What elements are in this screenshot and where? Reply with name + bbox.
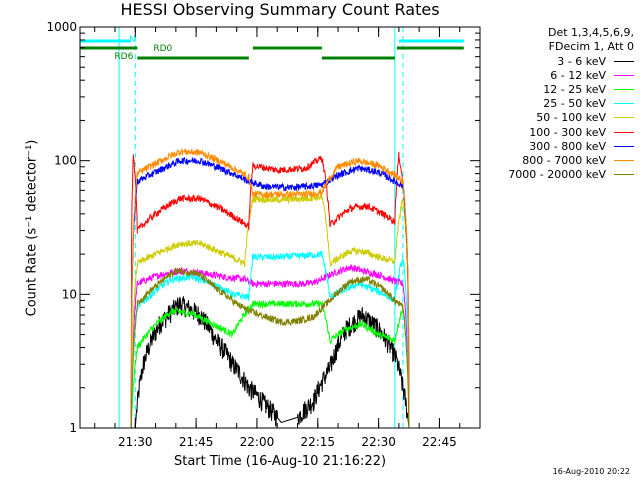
state-bar-label: RD6 xyxy=(114,52,133,62)
x-axis-label: Start Time (16-Aug-10 21:16:22) xyxy=(173,454,387,469)
x-tick-label: 22:00 xyxy=(240,435,275,449)
legend-entry: 25 - 50 keV xyxy=(484,97,634,111)
state-bar-label: N xyxy=(129,35,136,45)
series-line-800-7000-kev xyxy=(130,148,410,429)
timestamp: 16-Aug-2010 20:22 xyxy=(552,467,630,476)
legend-swatch xyxy=(614,131,634,133)
y-tick-label: 1000 xyxy=(46,20,77,34)
x-tick-label: 22:30 xyxy=(361,435,396,449)
y-tick-label: 1 xyxy=(69,421,77,435)
legend-swatch xyxy=(614,145,634,147)
legend-entry: 7000 - 20000 keV xyxy=(484,168,634,182)
state-bar-label: RD0 xyxy=(153,44,172,54)
legend-entry-label: 800 - 7000 keV xyxy=(522,153,606,167)
y-tick-label: 100 xyxy=(54,154,77,168)
x-tick-label: 22:45 xyxy=(422,435,457,449)
legend-entry: 100 - 300 keV xyxy=(484,125,634,139)
series-line-300-800-kev xyxy=(130,157,410,429)
series-line-3-6-kev xyxy=(134,296,410,429)
x-tick-label: 22:15 xyxy=(300,435,335,449)
series-line-50-100-kev xyxy=(130,193,410,429)
series-line-12-25-kev xyxy=(130,299,410,429)
legend-entry: 300 - 800 keV xyxy=(484,139,634,153)
legend-swatch xyxy=(614,159,634,161)
legend-entry: 800 - 7000 keV xyxy=(484,153,634,167)
x-tick-label: 21:45 xyxy=(179,435,214,449)
chart-title: HESSI Observing Summary Count Rates xyxy=(120,0,440,19)
x-tick-label: 21:30 xyxy=(118,435,153,449)
series-line-100-300-kev xyxy=(130,151,410,429)
legend-swatch xyxy=(614,117,634,119)
legend-swatch xyxy=(614,103,634,105)
legend-entry: 6 - 12 keV xyxy=(484,68,634,82)
legend-entry-label: 12 - 25 keV xyxy=(543,82,606,96)
legend-entry-label: 50 - 100 keV xyxy=(536,111,606,125)
legend-header-decimation: FDecim 1, Att 0 xyxy=(548,40,634,53)
legend-swatch xyxy=(614,60,634,62)
legend-entry: 12 - 25 keV xyxy=(484,82,634,96)
series-line-25-50-kev xyxy=(130,250,410,429)
plot-frame xyxy=(79,26,481,429)
series-line-7000-20000-kev xyxy=(130,267,410,429)
legend: Det 1,3,4,5,6,9, FDecim 1, Att 0 3 - 6 k… xyxy=(484,26,634,182)
legend-header-detectors: Det 1,3,4,5,6,9, xyxy=(547,26,634,39)
legend-swatch xyxy=(614,88,634,90)
legend-entry-label: 25 - 50 keV xyxy=(543,97,606,111)
legend-entry: 3 - 6 keV xyxy=(484,54,634,68)
legend-entry-label: 300 - 800 keV xyxy=(529,139,606,153)
legend-entry: 50 - 100 keV xyxy=(484,111,634,125)
legend-entry-label: 6 - 12 keV xyxy=(550,68,606,82)
y-axis-label: Count Rate (s⁻¹ detector⁻¹) xyxy=(24,139,40,317)
legend-entry-label: 100 - 300 keV xyxy=(529,125,606,139)
legend-entries: 3 - 6 keV 6 - 12 keV 12 - 25 keV 25 - 50 ke… xyxy=(484,54,634,182)
legend-swatch xyxy=(614,174,634,176)
legend-entry-label: 3 - 6 keV xyxy=(557,54,606,68)
legend-swatch xyxy=(614,74,634,76)
y-tick-label: 10 xyxy=(62,287,77,301)
legend-entry-label: 7000 - 20000 keV xyxy=(508,168,606,182)
